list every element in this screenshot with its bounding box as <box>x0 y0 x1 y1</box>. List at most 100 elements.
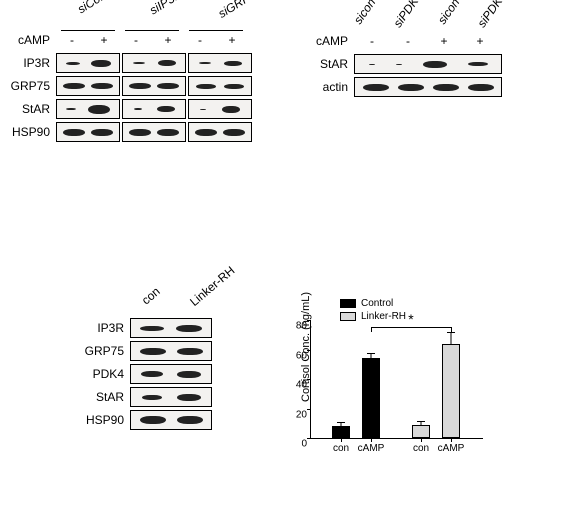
group-label: siIP3R <box>137 0 195 24</box>
band <box>177 394 201 401</box>
legend-label: Control <box>361 298 393 309</box>
band <box>88 105 110 114</box>
blot-box <box>130 410 212 430</box>
y-tick <box>307 350 311 351</box>
y-tick-label: 20 <box>287 409 307 420</box>
x-tick <box>341 438 342 442</box>
camp-sign: + <box>462 34 498 48</box>
group-label: sicon <box>349 0 381 30</box>
band <box>141 371 163 377</box>
group-label: siCon <box>63 0 121 24</box>
y-tick-label: 60 <box>287 350 307 361</box>
row-label: GRP75 <box>80 344 130 358</box>
camp-sign: - <box>354 34 390 48</box>
band <box>222 106 240 113</box>
camp-row: cAMP - - + + <box>310 34 522 48</box>
band <box>140 416 166 424</box>
y-tick <box>307 379 311 380</box>
error-cap <box>417 421 425 422</box>
band <box>468 62 488 66</box>
row-label: HSP90 <box>6 125 56 139</box>
camp-sign: + <box>88 33 120 47</box>
y-tick-label: 40 <box>287 380 307 391</box>
band <box>398 84 424 91</box>
camp-label: cAMP <box>310 34 354 48</box>
band <box>129 83 151 89</box>
group-labels: siCon siIP3R siGRP75 <box>56 10 278 30</box>
band <box>223 129 245 136</box>
row-label: HSP90 <box>80 413 130 427</box>
blot-row: PDK4 <box>80 364 260 384</box>
error-cap <box>447 332 455 333</box>
group-label: con <box>131 278 171 314</box>
band <box>433 84 459 91</box>
camp-sign: - <box>390 34 426 48</box>
band <box>63 129 85 136</box>
band <box>91 129 113 136</box>
row-label: IP3R <box>6 56 56 70</box>
blot-row: actin <box>310 77 522 97</box>
blot-row: GRP75 <box>6 76 278 96</box>
bar <box>332 426 350 438</box>
blot-box <box>130 341 212 361</box>
blot-row: IP3R <box>6 53 278 73</box>
blot-box <box>354 54 502 74</box>
camp-sign: - <box>120 33 152 47</box>
blot-box <box>122 76 186 96</box>
band <box>134 108 142 110</box>
band <box>363 84 389 91</box>
blot-box <box>56 53 120 73</box>
band <box>195 129 217 136</box>
group-label: Linker-RH <box>181 258 244 314</box>
band <box>176 325 202 332</box>
row-label: StAR <box>310 57 354 71</box>
group-label: siGRP75 <box>211 0 269 24</box>
bar-chart: Control Linker-RH Cortisol Conc. (ng/mL)… <box>310 320 483 439</box>
band <box>129 129 151 136</box>
x-tick <box>451 438 452 442</box>
y-tick <box>307 438 311 439</box>
band <box>140 348 166 355</box>
blot-box <box>188 76 252 96</box>
blot-box <box>56 76 120 96</box>
band <box>66 62 80 65</box>
blot-box <box>130 387 212 407</box>
significance-leg <box>451 327 452 332</box>
panel-top-right: sicon siPDK4 sicon siPDK4 cAMP - - + + S… <box>310 16 522 100</box>
blot-row: StAR <box>6 99 278 119</box>
band <box>63 83 85 89</box>
band <box>369 64 375 65</box>
significance-bracket <box>371 327 451 328</box>
blot-row: GRP75 <box>80 341 260 361</box>
row-label: actin <box>310 80 354 94</box>
panel-bottom-left: con Linker-RH IP3RGRP75PDK4StARHSP90 <box>80 300 260 433</box>
x-tick-label: con <box>413 443 429 454</box>
camp-sign: - <box>56 33 88 47</box>
camp-sign: + <box>216 33 248 47</box>
camp-row: cAMP - + - + - + <box>6 33 278 47</box>
error-cap <box>337 422 345 423</box>
band <box>177 416 203 424</box>
blot-box <box>56 99 120 119</box>
blot-row: StAR <box>80 387 260 407</box>
x-tick-label: con <box>333 443 349 454</box>
error-bar <box>451 333 452 343</box>
bar <box>442 344 460 438</box>
blot-row: StAR <box>310 54 522 74</box>
error-cap <box>367 353 375 354</box>
camp-sign: + <box>426 34 462 48</box>
panel-top-left: siCon siIP3R siGRP75 cAMP - + - + - + IP… <box>6 10 278 145</box>
blot-box <box>130 318 212 338</box>
band <box>157 106 175 112</box>
band <box>396 64 402 65</box>
blot-row: HSP90 <box>6 122 278 142</box>
band <box>140 326 164 331</box>
blot-box <box>56 122 120 142</box>
band <box>91 83 113 89</box>
camp-sign: + <box>152 33 184 47</box>
blot-box <box>188 53 252 73</box>
band <box>157 83 179 89</box>
row-label: StAR <box>6 102 56 116</box>
blot-box <box>188 99 252 119</box>
error-bar <box>371 354 372 358</box>
